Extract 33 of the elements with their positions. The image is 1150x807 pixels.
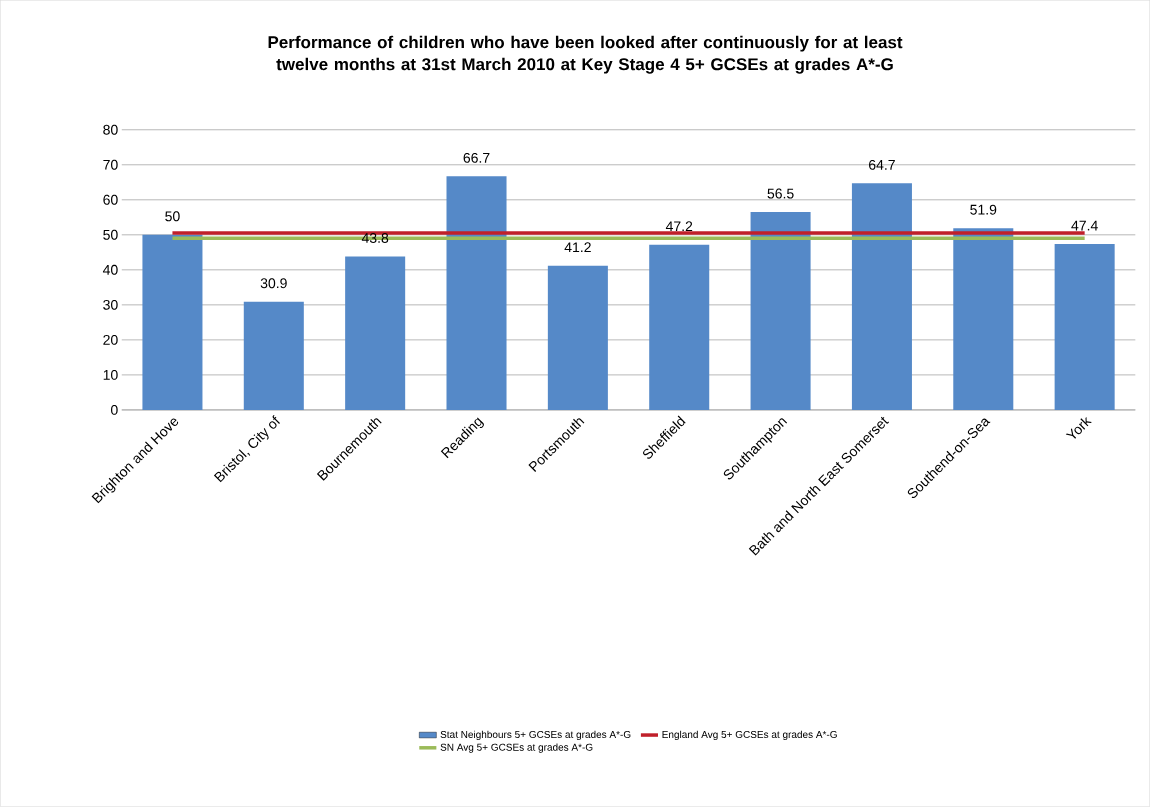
legend-label: SN Avg 5+ GCSEs at grades A*-G — [440, 743, 593, 753]
data-label: 66.7 — [463, 152, 490, 163]
data-label: 64.7 — [869, 159, 895, 170]
legend-label: England Avg 5+ GCSEs at grades A*-G — [662, 730, 837, 741]
bar — [851, 183, 912, 410]
y-tick-label: 50 — [103, 229, 118, 240]
data-label: 51.9 — [970, 204, 997, 215]
legend-label: Stat Neighbours 5+ GCSEs at grades A*-G — [440, 730, 631, 741]
y-tick-label: 10 — [103, 370, 118, 380]
data-label: 47.2 — [665, 221, 693, 232]
x-tick-label: York — [1065, 417, 1092, 439]
data-label: 56.5 — [767, 188, 794, 199]
bar — [649, 244, 710, 410]
bar — [243, 301, 304, 410]
data-label: 41.2 — [564, 242, 591, 253]
y-tick-label: 0 — [110, 405, 118, 415]
y-tick-label: 60 — [103, 194, 118, 205]
y-tick-label: 30 — [103, 299, 118, 310]
bar — [953, 228, 1014, 410]
data-label: 30.9 — [260, 278, 287, 289]
bar — [1054, 244, 1115, 410]
y-tick-label: 80 — [103, 124, 118, 135]
y-tick-label: 20 — [103, 335, 118, 345]
bar — [750, 212, 811, 410]
bar — [345, 256, 406, 410]
data-label: 47.4 — [1071, 220, 1098, 231]
bar — [446, 176, 507, 410]
data-label: 50 — [165, 211, 180, 222]
bar — [142, 234, 203, 410]
y-tick-label: 70 — [103, 159, 118, 170]
bar — [547, 265, 608, 410]
y-tick-label: 40 — [102, 264, 118, 275]
chart-title: Performance of children who have been looked after continuously for at least twelve months at 31st March 2010 at Key Stage 4 5+ GCSEs at grades A*-G — [268, 35, 903, 74]
